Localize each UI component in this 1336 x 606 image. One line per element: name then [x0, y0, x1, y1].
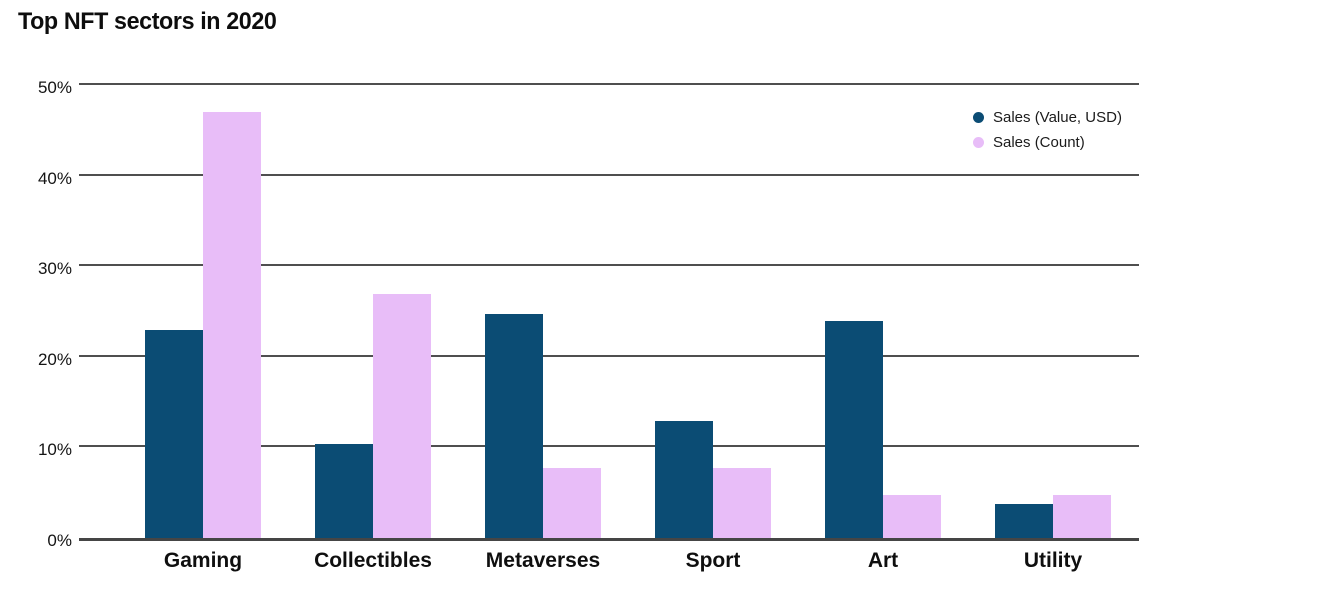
legend-dot-sales-count	[973, 137, 984, 148]
bar-metaverses-value	[485, 314, 543, 538]
category-label-sport: Sport	[685, 549, 741, 572]
chart-title: Top NFT sectors in 2020	[18, 8, 277, 35]
y-tick-label-10: 10%	[37, 440, 72, 459]
y-tick-label-50: 50%	[37, 78, 72, 97]
gridline-10	[79, 445, 1139, 447]
legend-item-sales-value: Sales (Value, USD)	[973, 105, 1122, 130]
category-label-utility: Utility	[1023, 549, 1083, 572]
bar-sport-count	[713, 468, 771, 538]
gridline-40	[79, 174, 1139, 176]
bar-gaming-value	[145, 330, 203, 538]
plot-area	[79, 83, 1139, 541]
gridline-50	[79, 83, 1139, 85]
legend: Sales (Value, USD) Sales (Count)	[973, 105, 1122, 155]
category-label-art: Art	[867, 549, 899, 572]
bar-gaming-count	[203, 112, 261, 538]
legend-label-sales-count: Sales (Count)	[993, 134, 1085, 151]
legend-dot-sales-value	[973, 112, 984, 123]
gridline-20	[79, 355, 1139, 357]
gridline-30	[79, 264, 1139, 266]
bar-collectibles-value	[315, 444, 373, 538]
category-label-metaverses: Metaverses	[485, 549, 601, 572]
y-tick-label-20: 20%	[37, 350, 72, 369]
y-tick-label-0: 0%	[47, 531, 72, 550]
y-tick-label-30: 30%	[37, 259, 72, 278]
bar-art-value	[825, 321, 883, 538]
y-tick-label-40: 40%	[37, 169, 72, 188]
bar-art-count	[883, 495, 941, 538]
bar-metaverses-count	[543, 468, 601, 538]
legend-label-sales-value: Sales (Value, USD)	[993, 109, 1122, 126]
bar-utility-value	[995, 504, 1053, 538]
category-label-collectibles: Collectibles	[314, 549, 432, 572]
legend-item-sales-count: Sales (Count)	[973, 130, 1122, 155]
category-label-gaming: Gaming	[163, 549, 243, 572]
bar-utility-count	[1053, 495, 1111, 538]
bar-sport-value	[655, 421, 713, 538]
bar-collectibles-count	[373, 294, 431, 538]
